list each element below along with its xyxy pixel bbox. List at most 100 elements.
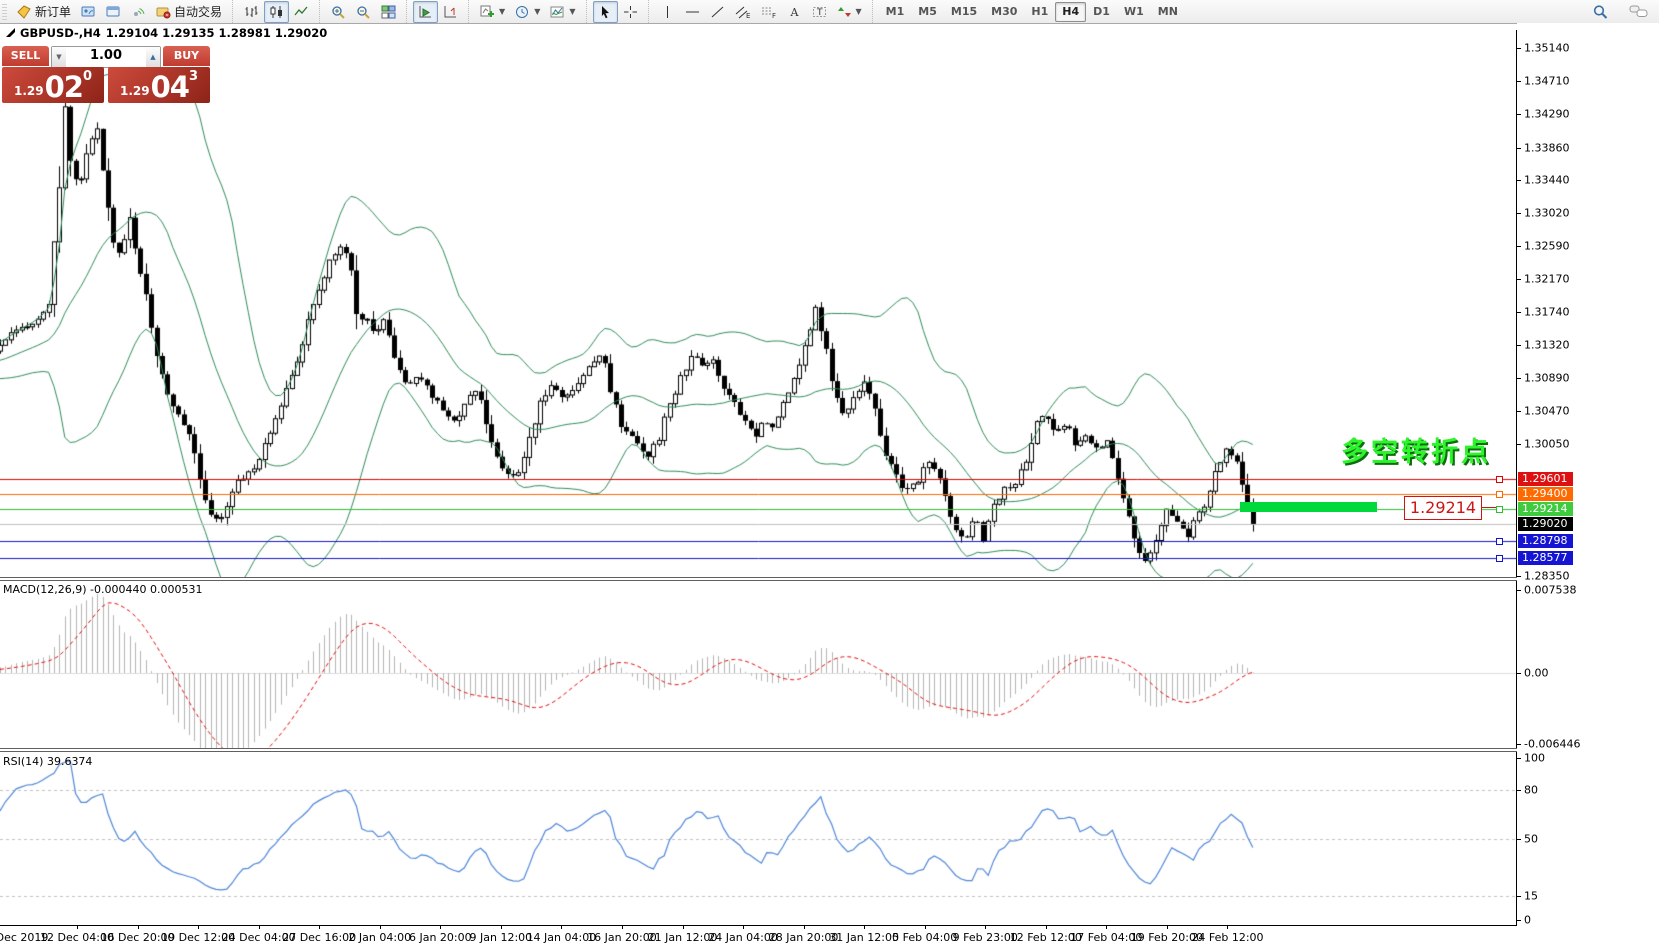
label-button[interactable]: T	[807, 1, 832, 23]
time-axis-tick	[440, 926, 442, 929]
auto-scroll-button[interactable]	[413, 0, 439, 23]
buy-price-panel[interactable]: 1.29 04 3	[108, 67, 210, 103]
cursor-button[interactable]	[592, 0, 618, 23]
level-line-handle[interactable]	[1496, 538, 1503, 546]
arrows-button[interactable]: ▼	[832, 1, 867, 23]
text-button[interactable]: A	[782, 1, 807, 23]
chart-title: GBPUSD-,H4 1.29104 1.29135 1.28981 1.290…	[6, 26, 327, 40]
time-axis-label: 21 Jan 12:00	[647, 931, 718, 944]
rsi-splitter[interactable]	[0, 748, 1517, 752]
time-axis-tick	[77, 926, 78, 929]
rsi-tick-label: 0	[1524, 913, 1531, 927]
time-axis-tick	[743, 926, 745, 929]
price-level-badge: 1.29601	[1518, 471, 1573, 486]
time-axis-label: 19 Dec 12:00	[161, 931, 236, 944]
volume-decrease-button[interactable]: ▼	[52, 47, 66, 67]
toolbar-group: E F A T ▼	[647, 0, 870, 23]
channel-button[interactable]: E	[730, 1, 756, 23]
macd-panel-canvas[interactable]	[0, 581, 1517, 748]
toolbar-group	[585, 0, 646, 23]
new-order-button[interactable]: 新订单	[12, 1, 76, 23]
rsi-panel-canvas[interactable]	[0, 752, 1517, 925]
hline-icon	[685, 5, 700, 19]
macd-splitter[interactable]	[0, 577, 1517, 581]
vertical-line-button[interactable]	[655, 1, 680, 23]
price-axis-line	[1516, 30, 1517, 925]
zoom-out-button[interactable]	[351, 1, 376, 23]
chevron-down-icon: ▼	[499, 7, 506, 16]
candlestick-chart-button[interactable]	[264, 0, 290, 23]
y-axis-tick-label: 1.32170	[1524, 272, 1570, 286]
toolbar-button-label: 新订单	[35, 5, 72, 19]
template-icon	[550, 5, 565, 19]
rsi-tick-mark	[1517, 920, 1521, 921]
price-callout[interactable]: 1.29214	[1404, 496, 1482, 520]
y-axis-tick-mark	[1517, 378, 1521, 380]
time-axis[interactable]: Dec 2019 12 Dec 04:00 16 Dec 20:00 19 Dec 1…	[0, 925, 1517, 947]
rsi-tick-label: 15	[1524, 889, 1538, 903]
periods-button[interactable]: ▼	[510, 1, 545, 23]
sell-price-prefix: 1.29	[13, 84, 44, 98]
level-line-handle[interactable]	[1496, 491, 1503, 499]
volume-increase-button[interactable]: ▲	[146, 47, 160, 67]
buy-button[interactable]: BUY	[163, 46, 210, 66]
timeframe-button-w1[interactable]: W1	[1123, 4, 1144, 18]
timeframe-button-h4[interactable]: H4	[1055, 1, 1087, 22]
time-axis-label: 24 Dec 04:00	[221, 931, 296, 944]
templates-button[interactable]: ▼	[545, 1, 580, 23]
price-level-badge: 1.28798	[1518, 534, 1573, 549]
timeframe-button-mn[interactable]: MN	[1157, 4, 1178, 18]
toolbar-group	[232, 0, 317, 23]
timeframe-button-m5[interactable]: M5	[918, 4, 937, 18]
chart-shift-button[interactable]	[438, 1, 463, 23]
chat-button[interactable]	[1624, 1, 1653, 23]
timeframe-button-h1[interactable]: H1	[1031, 4, 1049, 18]
time-axis-label: 2 Jan 04:00	[348, 931, 412, 944]
y-axis-tick-label: 1.30470	[1524, 404, 1570, 418]
time-axis-tick	[621, 926, 623, 929]
level-line-handle[interactable]	[1496, 475, 1503, 483]
y-axis-tick-mark	[1517, 312, 1521, 314]
time-axis-tick	[1106, 926, 1108, 929]
signals-button[interactable]	[126, 1, 151, 23]
time-axis-label: 27 Dec 16:00	[282, 931, 357, 944]
annotation-text[interactable]: 多空转折点	[1341, 437, 1491, 468]
rsi-label: RSI(14) 39.6374	[3, 755, 93, 768]
trendline-button[interactable]	[705, 1, 730, 23]
support-zone-bar[interactable]	[1240, 502, 1377, 512]
channel-icon: E	[735, 5, 751, 19]
trend-icon	[710, 5, 725, 19]
time-axis-label: 17 Feb 04:00	[1070, 931, 1143, 944]
new-chart-button[interactable]: ▼	[475, 1, 510, 23]
zoom-in-button[interactable]	[326, 1, 351, 23]
toolbar-grip[interactable]	[2, 3, 7, 20]
line-chart-button[interactable]	[289, 1, 314, 23]
time-axis-tick	[803, 926, 805, 929]
fibonacci-button[interactable]: F	[756, 1, 782, 23]
callout-connector	[1481, 507, 1496, 508]
tile-windows-button[interactable]	[376, 1, 401, 23]
timeframe-button-m15[interactable]: M15	[950, 4, 978, 18]
time-axis-label: 14 Jan 04:00	[526, 931, 597, 944]
metaeditor-button[interactable]	[76, 1, 101, 23]
timeframe-button-m1[interactable]: M1	[885, 4, 905, 18]
rsi-tick-label: 80	[1524, 783, 1538, 797]
crosshair-button[interactable]	[618, 1, 643, 23]
volume-input[interactable]: 1.00	[89, 48, 123, 63]
chart-window-button[interactable]	[101, 1, 126, 23]
y-axis-tick-mark	[1517, 576, 1521, 577]
horizontal-line-button[interactable]	[680, 1, 705, 23]
timeframe-button-m30[interactable]: M30	[991, 4, 1018, 18]
level-line-handle[interactable]	[1496, 555, 1503, 563]
window-icon	[106, 5, 121, 19]
bar-chart-button[interactable]	[239, 1, 264, 23]
main-chart-canvas[interactable]	[0, 32, 1517, 577]
timeframe-button-d1[interactable]: D1	[1093, 4, 1110, 18]
search-button[interactable]	[1587, 1, 1614, 23]
svg-text:A: A	[789, 6, 799, 19]
level-line-handle[interactable]	[1496, 505, 1503, 513]
search-icon	[1592, 4, 1609, 20]
autotrading-button[interactable]: 自动交易	[151, 1, 227, 23]
sell-button[interactable]: SELL	[2, 46, 49, 66]
sell-price-panel[interactable]: 1.29 02 0	[2, 67, 104, 103]
